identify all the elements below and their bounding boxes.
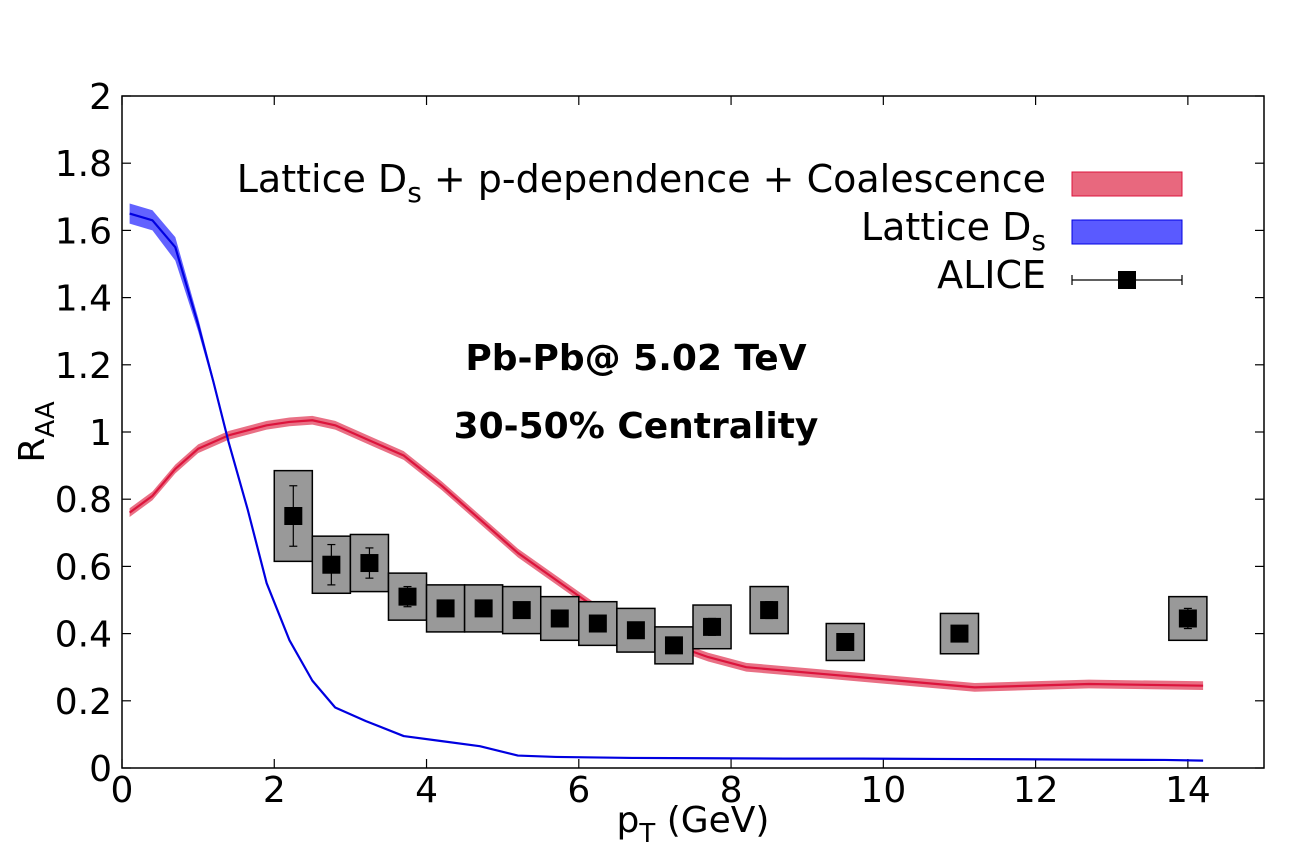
alice-point	[463, 584, 504, 633]
y-tick-label: 0.6	[55, 547, 112, 588]
y-tick-label: 1.8	[55, 144, 112, 185]
y-tick-label: 1	[89, 413, 112, 454]
alice-marker	[360, 554, 379, 573]
y-tick-label: 0.4	[55, 615, 112, 656]
alice-marker	[398, 587, 417, 606]
alice-point	[578, 600, 618, 647]
x-tick-label: 4	[415, 770, 438, 811]
legend-swatch	[1071, 219, 1183, 245]
x-axis-title: pT (GeV)	[617, 800, 770, 849]
alice-marker	[664, 636, 683, 655]
alice-point	[539, 595, 580, 642]
legend-label: ALICE	[937, 253, 1046, 297]
alice-point	[616, 607, 656, 653]
legend-entry-alice: ALICE	[937, 253, 1183, 297]
alice-point	[387, 572, 428, 621]
alice-point	[692, 604, 732, 650]
y-tick-label: 0.2	[55, 682, 112, 723]
alice-point	[349, 533, 390, 593]
y-axis-title: RAA	[12, 401, 61, 463]
legend-entry-coalescence: Lattice Ds + p-dependence + Coalescence	[237, 157, 1183, 209]
x-tick-label: 12	[1013, 770, 1059, 811]
alice-point	[501, 585, 542, 635]
axis-titles: pT (GeV) RAA	[12, 401, 769, 849]
annotation-collision: Pb-Pb@ 5.02 TeV	[465, 338, 806, 379]
alice-marker	[284, 507, 303, 525]
x-tick-label: 8	[720, 770, 743, 811]
legend-entry-lattice: Lattice Ds​	[861, 205, 1183, 257]
y-tick-label: 1.2	[55, 346, 112, 387]
alice-marker	[1178, 609, 1197, 628]
alice-point	[654, 626, 694, 665]
line-coalescence	[128, 419, 1204, 689]
annotation-centrality: 30-50% Centrality	[454, 406, 819, 447]
legend-label: Lattice Ds + p-dependence + Coalescence	[237, 157, 1046, 209]
alice-point	[749, 585, 789, 635]
x-tick-label: 2	[263, 770, 286, 811]
alice-point	[311, 535, 352, 595]
plot-area	[128, 203, 1208, 762]
alice-marker	[474, 599, 493, 618]
y-tick-label: 2	[89, 77, 112, 118]
alice-marker	[703, 617, 722, 636]
x-tick-label: 14	[1165, 770, 1211, 811]
alice-marker	[436, 599, 455, 618]
x-tick-label: 0	[111, 770, 134, 811]
annotations: Pb-Pb@ 5.02 TeV 30-50% Centrality	[454, 338, 819, 447]
alice-point	[825, 622, 866, 662]
axes: 0 2 4 6 8 10 12 14 0 0.2 0.4 0.6 0.8 1 1.2 1.4 1.6 1.8 2	[55, 77, 1265, 811]
alice-marker	[512, 601, 531, 620]
alice-marker	[950, 624, 969, 643]
x-tick-label: 10	[860, 770, 906, 811]
y-tick-label: 0	[89, 749, 112, 790]
legend-label: Lattice Ds​	[861, 205, 1046, 257]
alice-marker	[836, 633, 855, 651]
legend: Lattice Ds + p-dependence + CoalescenceL…	[237, 157, 1183, 297]
alice-point	[1168, 595, 1208, 642]
legend-swatch	[1071, 171, 1183, 197]
alice-marker	[760, 601, 779, 620]
y-tick-label: 1.4	[55, 279, 112, 320]
alice-point	[939, 612, 980, 655]
alice-marker	[626, 621, 645, 640]
x-tick-label: 6	[567, 770, 590, 811]
legend-marker	[1118, 271, 1136, 289]
y-tick-label: 0.8	[55, 480, 112, 521]
alice-point	[425, 584, 466, 633]
alice-point	[273, 469, 314, 563]
y-tick-label: 1.6	[55, 211, 112, 252]
alice-marker	[550, 609, 569, 628]
line-lattice	[129, 212, 1204, 762]
alice-marker	[322, 555, 341, 574]
alice-marker	[588, 614, 607, 633]
